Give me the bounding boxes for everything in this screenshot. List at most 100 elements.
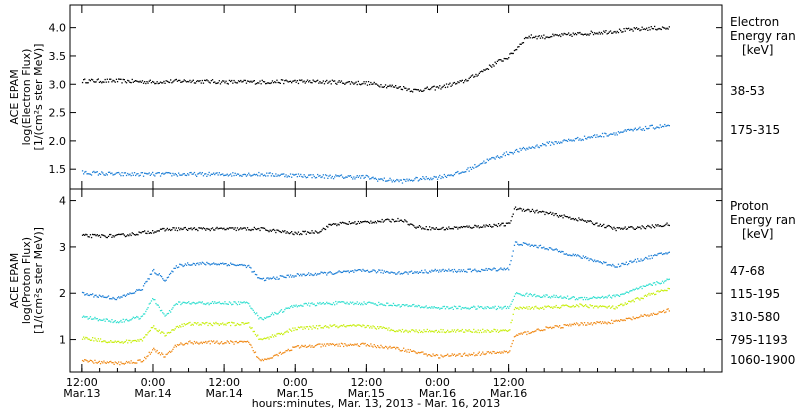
data-point-electron-175-315 [531,146,534,148]
data-point-electron-38-53 [530,34,532,36]
data-point-proton-795-1193 [156,330,158,332]
data-point-proton-1060-1900 [549,326,552,328]
data-point-proton-1060-1900 [520,332,522,334]
data-point-electron-175-315 [360,177,362,179]
data-point-proton-310-580 [197,302,199,304]
data-point-proton-47-68 [548,212,551,214]
data-point-proton-1060-1900 [380,344,382,346]
data-point-proton-47-68 [191,229,193,231]
data-point-electron-38-53 [497,59,500,61]
data-point-proton-310-580 [303,303,305,305]
data-point-proton-115-195 [551,248,553,250]
data-point-proton-795-1193 [128,339,130,342]
data-point-electron-38-53 [144,81,146,83]
data-point-proton-1060-1900 [300,346,302,348]
data-point-proton-795-1193 [381,327,383,329]
data-point-proton-310-580 [601,295,604,298]
data-point-proton-795-1193 [520,307,522,309]
data-point-proton-1060-1900 [572,324,574,326]
data-point-electron-175-315 [408,178,410,180]
data-point-electron-38-53 [136,80,138,82]
data-point-proton-310-580 [118,322,120,324]
data-point-proton-115-195 [167,276,170,278]
data-point-electron-38-53 [503,57,505,60]
data-point-electron-38-53 [103,81,105,83]
data-point-proton-115-195 [165,279,167,281]
data-point-proton-47-68 [202,227,205,229]
data-point-proton-47-68 [594,223,596,226]
data-point-proton-1060-1900 [598,321,600,324]
data-point-electron-38-53 [288,80,291,83]
data-point-proton-310-580 [129,319,131,321]
data-point-electron-38-53 [116,81,119,83]
data-point-proton-115-195 [409,271,411,273]
data-point-proton-1060-1900 [225,342,227,344]
data-point-electron-175-315 [616,134,618,136]
data-point-electron-175-315 [605,133,607,135]
data-point-proton-115-195 [356,269,358,272]
data-point-electron-38-53 [370,81,372,84]
data-point-proton-1060-1900 [570,325,572,327]
data-point-proton-310-580 [214,301,216,303]
data-point-proton-47-68 [183,227,185,229]
data-point-proton-115-195 [580,257,582,259]
data-point-proton-47-68 [272,228,275,231]
data-point-proton-795-1193 [447,329,449,331]
data-point-proton-115-195 [667,252,669,254]
data-point-electron-38-53 [163,80,165,83]
data-point-proton-795-1193 [616,307,618,309]
data-point-proton-115-195 [136,289,138,291]
data-point-proton-115-195 [111,298,113,300]
data-point-electron-38-53 [640,29,642,31]
data-point-electron-175-315 [589,137,591,139]
data-point-electron-38-53 [191,80,193,82]
data-point-electron-175-315 [398,180,400,183]
data-point-proton-1060-1900 [87,361,89,363]
data-point-proton-310-580 [520,294,522,296]
data-point-proton-1060-1900 [302,345,304,347]
data-point-electron-38-53 [591,31,594,34]
data-point-proton-310-580 [609,296,612,298]
data-point-electron-38-53 [633,27,635,29]
data-point-proton-47-68 [362,221,364,223]
data-point-electron-38-53 [83,79,85,81]
data-point-proton-115-195 [519,244,521,246]
data-point-proton-115-195 [144,282,146,285]
data-point-proton-310-580 [626,291,629,293]
data-point-electron-38-53 [201,79,203,82]
data-point-proton-795-1193 [147,332,149,334]
data-point-proton-47-68 [106,236,108,239]
data-point-proton-115-195 [529,245,531,247]
data-point-proton-310-580 [84,316,86,318]
data-point-electron-175-315 [652,127,655,129]
data-point-electron-38-53 [651,27,653,30]
data-point-electron-175-315 [644,125,647,128]
data-point-proton-47-68 [397,217,399,220]
data-point-electron-175-315 [650,124,652,127]
data-point-proton-310-580 [271,312,274,314]
data-point-proton-1060-1900 [647,314,649,316]
data-point-electron-175-315 [98,173,101,175]
data-point-proton-1060-1900 [140,361,142,363]
data-point-proton-310-580 [257,314,259,317]
data-point-proton-795-1193 [435,329,437,332]
data-point-electron-38-53 [508,57,510,59]
data-point-electron-175-315 [400,179,402,181]
data-point-proton-795-1193 [309,325,311,328]
data-point-proton-1060-1900 [96,362,98,364]
data-point-proton-795-1193 [395,330,397,333]
data-point-proton-310-580 [90,318,93,320]
data-point-proton-795-1193 [386,327,388,329]
data-point-proton-47-68 [87,236,89,238]
data-point-proton-47-68 [421,228,423,230]
data-point-proton-115-195 [439,269,441,271]
data-point-proton-310-580 [153,299,155,301]
data-point-proton-115-195 [304,274,306,277]
data-point-proton-47-68 [326,225,328,227]
data-point-proton-310-580 [295,304,297,306]
data-point-electron-175-315 [609,133,612,135]
data-point-proton-310-580 [409,305,411,307]
data-point-proton-115-195 [277,278,279,280]
data-point-proton-115-195 [443,270,445,272]
data-point-electron-38-53 [190,81,192,84]
